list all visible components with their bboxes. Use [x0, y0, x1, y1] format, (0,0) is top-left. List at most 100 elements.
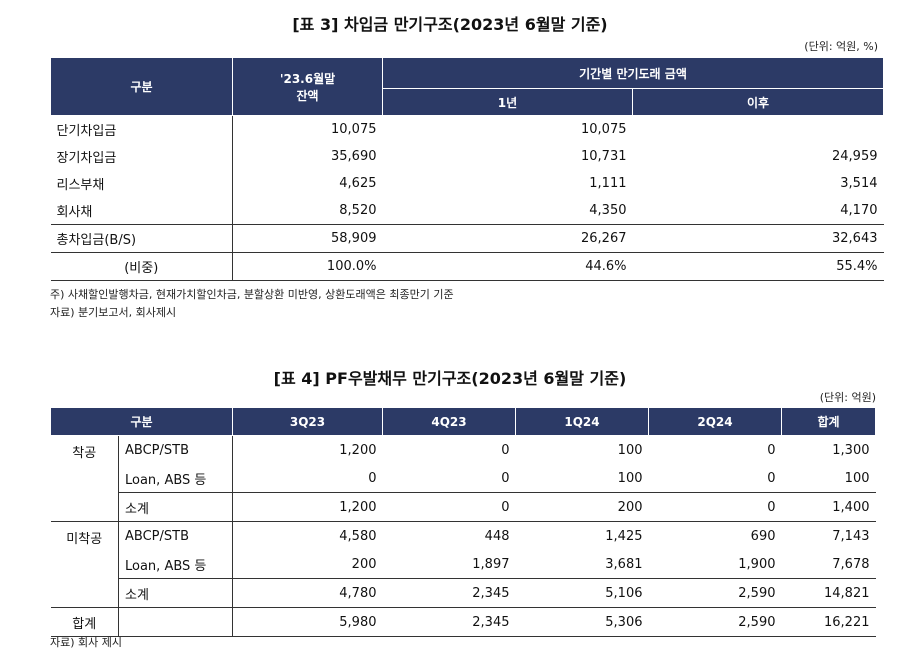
- value-2q24: 690: [750, 528, 776, 544]
- pf-contingent-debt-table: 구분 3Q23 4Q23 1Q24 2Q24 합계 착공 ABCP/STB 1,…: [50, 407, 876, 637]
- grand-total-row: 합계 5,980 2,345 5,306 2,590 16,221: [50, 607, 876, 637]
- within-1y-cell: 4,350: [589, 203, 627, 218]
- value-2q24: 2,590: [648, 607, 782, 637]
- value-2q24: 1,900: [738, 556, 776, 572]
- subtotal-row: 소계 1,200 0 200 0 1,400: [51, 492, 876, 522]
- weight-balance: 100.0%: [232, 252, 383, 281]
- subtotal-row: 소계 4,780 2,345 5,106 2,590 14,821: [51, 578, 876, 608]
- balance-cell: 4,625: [339, 176, 377, 191]
- value-1q24: 200: [515, 492, 649, 522]
- value-total: 1,400: [781, 492, 876, 522]
- after-cell: 3,514: [840, 176, 878, 191]
- header-category: 구분: [50, 57, 233, 116]
- table3-title: [표 3] 차입금 만기구조(2023년 6월말 기준): [292, 15, 608, 34]
- header-within-1y: 1년: [382, 88, 633, 116]
- table4-unit: (단위: 억원): [819, 391, 876, 404]
- value-3q23: 200: [351, 556, 377, 572]
- value-3q23: 5,980: [232, 607, 383, 637]
- header-3q23: 3Q23: [232, 407, 383, 436]
- value-total: 1,300: [832, 442, 870, 458]
- table3-unit: (단위: 억원, %): [804, 40, 878, 53]
- value-total: 100: [844, 470, 870, 486]
- row-label: Loan, ABS 등: [118, 550, 233, 579]
- value-1q24: 100: [617, 442, 643, 458]
- within-1y-cell: 1,111: [589, 176, 627, 191]
- value-total: 14,821: [781, 578, 876, 608]
- header-after: 이후: [632, 88, 884, 116]
- row-label: 소계: [118, 492, 233, 522]
- within-1y-cell: 10,075: [581, 122, 627, 137]
- balance-cell: 8,520: [339, 203, 377, 218]
- table-row: 리스부채 4,625 1,111 3,514: [50, 170, 884, 197]
- value-total: 7,143: [832, 528, 870, 544]
- value-3q23: 1,200: [232, 492, 383, 522]
- row-label: 리스부채: [50, 170, 233, 197]
- row-label: 회사채: [50, 197, 233, 225]
- value-2q24: 0: [767, 470, 776, 486]
- row-label: 소계: [118, 578, 233, 608]
- header-category: 구분: [50, 407, 233, 436]
- header-balance-line2: 잔액: [296, 88, 319, 103]
- value-1q24: 5,306: [515, 607, 649, 637]
- value-3q23: 0: [368, 470, 377, 486]
- value-1q24: 1,425: [605, 528, 643, 544]
- value-3q23: 4,780: [232, 578, 383, 608]
- after-cell: 4,170: [840, 203, 878, 218]
- table-row: 미착공 ABCP/STB 4,580 448 1,425 690 7,143: [50, 521, 876, 608]
- total-within-1y: 26,267: [382, 224, 633, 253]
- table-row: 회사채 8,520 4,350 4,170: [50, 197, 884, 225]
- grand-total-spacer: [118, 607, 233, 637]
- value-4q23: 0: [501, 442, 510, 458]
- value-total: 7,678: [832, 556, 870, 572]
- table3-source: 자료) 분기보고서, 회사제시: [50, 306, 177, 319]
- value-2q24: 2,590: [648, 578, 782, 608]
- value-2q24: 0: [648, 492, 782, 522]
- row-label: ABCP/STB: [118, 521, 233, 550]
- total-label: 총차입금(B/S): [50, 224, 233, 253]
- header-maturity-group: 기간별 만기도래 금액: [382, 57, 884, 89]
- table-row: 단기차입금 10,075 10,075: [50, 115, 884, 144]
- header-balance: '23.6월말 잔액: [232, 57, 383, 116]
- value-4q23: 1,897: [472, 556, 510, 572]
- row-label: Loan, ABS 등: [118, 464, 233, 493]
- value-1q24: 5,106: [515, 578, 649, 608]
- value-4q23: 448: [484, 528, 510, 544]
- header-2q24: 2Q24: [648, 407, 782, 436]
- table3-footnote: 주) 사채할인발행차금, 현재가치할인차금, 분할상환 미반영, 상환도래액은 …: [50, 288, 454, 301]
- value-3q23: 4,580: [339, 528, 377, 544]
- weight-within-1y: 44.6%: [382, 252, 633, 281]
- weight-row: (비중) 100.0% 44.6% 55.4%: [50, 252, 884, 281]
- table-row: 장기차입금 35,690 10,731 24,959: [50, 143, 884, 170]
- within-1y-cell: 10,731: [581, 149, 627, 164]
- row-label: 단기차입금: [50, 115, 233, 143]
- header-total: 합계: [781, 407, 876, 436]
- balance-cell: 35,690: [331, 149, 377, 164]
- value-3q23: 1,200: [339, 442, 377, 458]
- table-row: Loan, ABS 등 0 0 100 0 100: [51, 464, 876, 493]
- table-row: Loan, ABS 등 200 1,897 3,681 1,900 7,678: [51, 550, 876, 579]
- grand-total-label: 합계: [50, 607, 119, 637]
- header-balance-line1: '23.6월말: [279, 71, 336, 86]
- value-4q23: 2,345: [382, 607, 516, 637]
- value-4q23: 0: [501, 470, 510, 486]
- total-row: 총차입금(B/S) 58,909 26,267 32,643: [50, 224, 884, 253]
- balance-cell: 10,075: [331, 122, 377, 137]
- value-1q24: 100: [617, 470, 643, 486]
- header-4q23: 4Q23: [382, 407, 516, 436]
- table4-source: 자료) 회사 제시: [50, 636, 123, 649]
- weight-label: (비중): [50, 252, 233, 281]
- value-total: 16,221: [781, 607, 876, 637]
- total-after: 32,643: [632, 224, 884, 253]
- group-label-not-started: 미착공: [50, 521, 119, 608]
- table4-title: [표 4] PF우발채무 만기구조(2023년 6월말 기준): [273, 369, 627, 388]
- borrowings-maturity-table: 구분 '23.6월말 잔액 기간별 만기도래 금액 1년 이후 단기차입금 10…: [50, 57, 884, 281]
- value-2q24: 0: [767, 442, 776, 458]
- row-label: ABCP/STB: [118, 435, 233, 464]
- row-label: 장기차입금: [50, 143, 233, 170]
- value-1q24: 3,681: [605, 556, 643, 572]
- group-label-started: 착공: [50, 435, 119, 522]
- after-cell: [633, 116, 884, 144]
- header-1q24: 1Q24: [515, 407, 649, 436]
- total-balance: 58,909: [232, 224, 383, 253]
- value-4q23: 2,345: [382, 578, 516, 608]
